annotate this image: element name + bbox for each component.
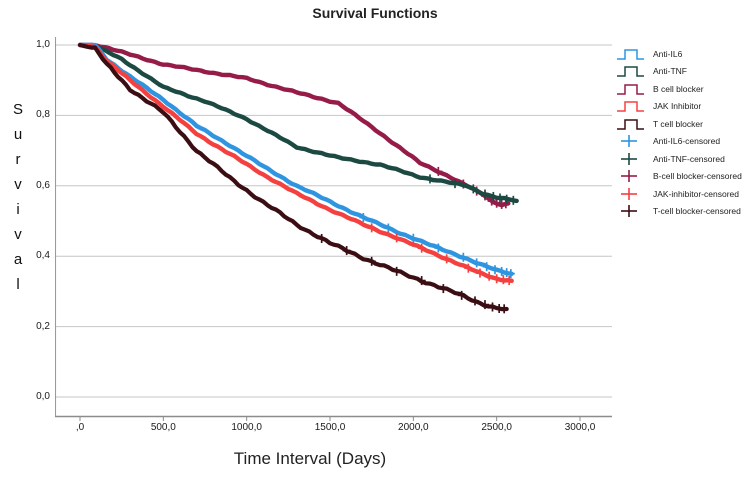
legend: Anti-IL6 Anti-TNF B cell blocker JAK Inhibi… [616,47,748,222]
legend-item-anti-il6-censored: Anti-IL6-censored [616,135,748,148]
survival-curve-anti-il6 [77,42,514,276]
survival-curve-t-cell-blocker [77,42,509,312]
censored-marks-anti-tnf [426,174,518,205]
censored-marks-t-cell-blocker [317,234,509,314]
y-tick-label-0,2: 0,2 [36,320,50,332]
x-tick-label-1000,0: 1000,0 [231,422,262,433]
step-line-icon [617,118,644,130]
censored-marks-anti-il6 [359,212,515,279]
legend-label: B cell blocker [653,83,704,94]
censored-plus-icon [621,187,637,200]
step-line-icon [617,48,644,60]
step-line-icon [617,83,644,95]
legend-label: Anti-IL6-censored [653,136,721,146]
censored-plus-icon [621,152,637,165]
legend-item-anti-tnf: Anti-TNF [616,65,748,78]
y-tick-label-1,0: 1,0 [36,39,50,50]
legend-label: B-cell blocker-censored [653,171,742,181]
plot-area [55,37,612,421]
censored-plus-icon [621,135,637,147]
legend-item-t-cell-blocker: T cell blocker [616,117,748,130]
legend-item-anti-il6: Anti-IL6 [616,47,748,60]
censored-plus-icon [621,205,637,217]
legend-item-anti-tnf-censored: Anti-TNF-censored [616,152,748,165]
legend-item-b-cell-blocker: B cell blocker [616,82,748,95]
y-tick-label-0,4: 0,4 [36,250,50,262]
y-tick-label-0,0: 0,0 [36,391,50,402]
x-tick-label-3000,0: 3000,0 [564,422,596,433]
x-tick-label-500,0: 500,0 [150,422,176,433]
y-tick-label-0,8: 0,8 [36,109,50,121]
legend-label: Anti-TNF [653,66,687,76]
legend-item-jak-inhibitor: JAK Inhibitor [616,100,748,113]
censored-plus-icon [621,170,637,182]
x-tick-label-,0: ,0 [75,422,85,433]
x-axis-title: Time Interval (Days) [233,449,387,468]
censored-marks-jak-inhibitor [367,223,514,285]
legend-label: T-cell blocker-censored [653,206,741,216]
legend-label: JAK-inhibitor-censored [653,188,739,199]
x-tick-label-2500,0: 2500,0 [481,422,512,433]
legend-label: Anti-IL6 [653,48,683,59]
y-tick-label-0,6: 0,6 [36,179,50,191]
survival-curve-anti-tnf [77,42,519,204]
x-tick-label-1500,0: 1500,0 [314,422,346,433]
legend-item-b-cell-blocker-censored: B-cell blocker-censored [616,170,748,183]
chart-title: Survival Functions [312,5,438,21]
survival-curve-jak-inhibitor [77,42,514,283]
step-line-icon [617,66,644,77]
legend-item-t-cell-blocker-censored: T-cell blocker-censored [616,205,748,218]
legend-label: JAK Inhibitor [653,101,702,111]
legend-item-jak-inhibitor-censored: JAK-inhibitor-censored [616,187,748,200]
step-line-icon [617,101,644,112]
legend-label: Anti-TNF-censored [653,153,725,164]
x-tick-label-2000,0: 2000,0 [398,422,429,433]
legend-label: T cell blocker [653,118,703,129]
